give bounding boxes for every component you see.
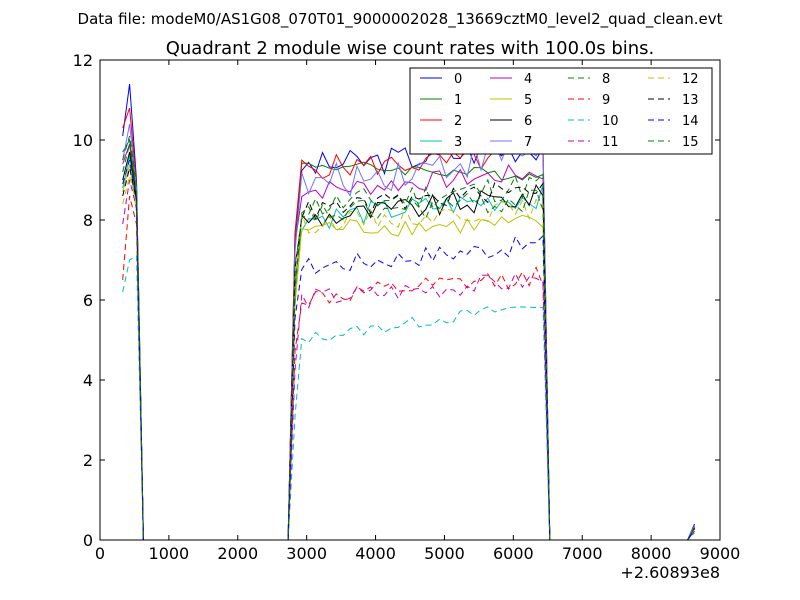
legend-label-0: 0	[454, 72, 462, 87]
x-offset-label: +2.60893e8	[620, 563, 720, 582]
y-tick-label: 12	[73, 51, 93, 70]
x-tick-label: 4000	[355, 544, 396, 563]
y-tick-label: 2	[83, 451, 93, 470]
legend-label-7: 7	[524, 135, 532, 150]
legend-label-3: 3	[454, 135, 462, 150]
y-tick-label: 6	[83, 291, 93, 310]
legend-label-4: 4	[524, 72, 532, 87]
series-line-11	[122, 179, 695, 541]
x-tick-label: 3000	[286, 544, 327, 563]
legend-label-15: 15	[682, 135, 699, 150]
legend-label-2: 2	[454, 114, 462, 129]
legend-label-10: 10	[602, 114, 619, 129]
x-tick-label: 9000	[700, 544, 741, 563]
legend-label-13: 13	[682, 93, 699, 108]
x-tick-label: 2000	[217, 544, 258, 563]
series-line-9	[122, 195, 695, 541]
legend-label-1: 1	[454, 93, 462, 108]
series-line-1	[122, 138, 695, 541]
legend-label-9: 9	[602, 93, 610, 108]
series-line-4	[122, 143, 695, 541]
y-tick-label: 8	[83, 211, 93, 230]
y-tick-label: 10	[73, 131, 93, 150]
y-tick-label: 4	[83, 371, 93, 390]
x-tick-label: 0	[95, 544, 105, 563]
chart-title: Quadrant 2 module wise count rates with …	[166, 38, 655, 59]
legend-label-11: 11	[602, 135, 619, 150]
y-tick-label: 0	[83, 531, 93, 550]
chart-suptitle: Data file: modeM0/AS1G08_070T01_90000020…	[78, 10, 723, 29]
ticks-layer: 0 1000 2000 3000 4000 5000 6000 7000 8000 9000 0 2 4…	[73, 51, 741, 563]
series-line-10	[122, 255, 695, 541]
legend-label-14: 14	[682, 114, 699, 129]
series-line-13	[122, 167, 695, 541]
legend-label-8: 8	[602, 72, 610, 87]
series-line-6	[122, 151, 695, 541]
x-tick-label: 6000	[493, 544, 534, 563]
series-line-8	[122, 143, 695, 541]
series-line-5	[122, 163, 695, 541]
x-tick-label: 7000	[562, 544, 603, 563]
legend-label-12: 12	[682, 72, 699, 87]
x-tick-label: 8000	[631, 544, 672, 563]
series-layer	[122, 83, 695, 541]
x-tick-label: 1000	[149, 544, 190, 563]
legend-label-5: 5	[524, 93, 532, 108]
legend-label-6: 6	[524, 114, 532, 129]
series-line-15	[122, 135, 695, 541]
series-line-12	[122, 175, 695, 541]
legend-frame	[409, 67, 713, 155]
x-tick-label: 5000	[424, 544, 465, 563]
